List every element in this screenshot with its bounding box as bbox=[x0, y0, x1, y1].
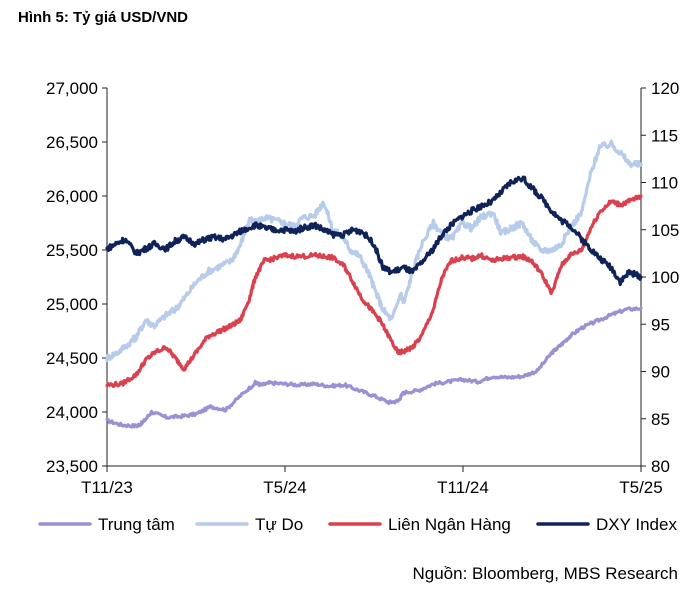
left-tick-label: 24,500 bbox=[46, 349, 98, 368]
left-tick-label: 25,000 bbox=[46, 295, 98, 314]
series-line-tu-do bbox=[105, 139, 643, 362]
legend-label-lien-ngan-hang: Liên Ngân Hàng bbox=[388, 515, 511, 534]
right-tick-label: 100 bbox=[651, 268, 679, 287]
right-tick-label: 95 bbox=[651, 315, 670, 334]
left-tick-label: 27,000 bbox=[46, 79, 98, 98]
legend-label-trung-tam: Trung tâm bbox=[98, 515, 175, 534]
series-line-lien-ngan-hang bbox=[105, 194, 643, 388]
series-line-trung-tam bbox=[105, 306, 643, 429]
source-note: Nguồn: Bloomberg, MBS Research bbox=[412, 564, 678, 583]
right-tick-label: 110 bbox=[651, 174, 678, 193]
left-tick-label: 23,500 bbox=[46, 457, 98, 476]
x-tick-label: T5/24 bbox=[263, 478, 306, 497]
right-tick-label: 115 bbox=[651, 126, 678, 145]
legend-label-dxy-index: DXY Index bbox=[596, 515, 677, 534]
legend-label-tu-do: Tự Do bbox=[255, 515, 303, 534]
right-tick-label: 120 bbox=[651, 79, 679, 98]
x-tick-label: T11/24 bbox=[437, 478, 489, 497]
right-tick-label: 80 bbox=[651, 457, 670, 476]
left-tick-label: 26,500 bbox=[46, 133, 98, 152]
x-tick-label: T11/23 bbox=[81, 478, 133, 497]
right-tick-label: 105 bbox=[651, 221, 679, 240]
left-tick-label: 25,500 bbox=[46, 241, 98, 260]
x-tick-label: T5/25 bbox=[619, 478, 662, 497]
chart-title: Hình 5: Tỷ giá USD/VND bbox=[18, 9, 189, 26]
left-tick-label: 26,000 bbox=[46, 187, 98, 206]
right-tick-label: 90 bbox=[651, 363, 670, 382]
series-line-dxy-index bbox=[105, 175, 643, 287]
left-tick-label: 24,000 bbox=[46, 403, 98, 422]
right-tick-label: 85 bbox=[651, 410, 670, 429]
